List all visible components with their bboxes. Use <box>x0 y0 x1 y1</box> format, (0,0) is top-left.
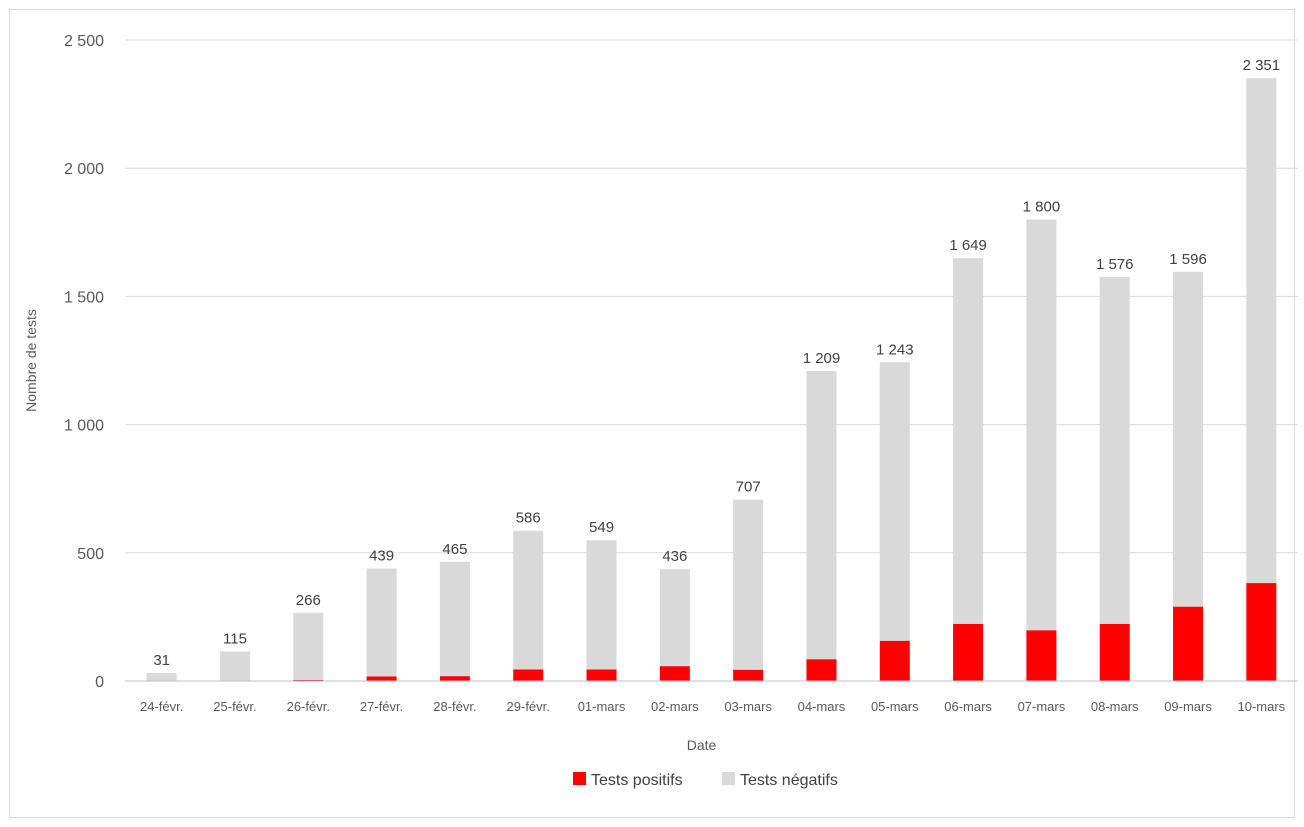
x-tick-label: 08-mars <box>1091 699 1139 714</box>
bar-negative <box>219 651 250 681</box>
y-tick-label: 2 500 <box>64 33 104 50</box>
bar-positive <box>879 640 910 681</box>
bar-total-label: 266 <box>296 592 321 609</box>
bar-negative <box>1099 276 1130 624</box>
legend-swatch-positive <box>573 772 586 785</box>
x-tick-label: 28-févr. <box>433 699 476 714</box>
x-tick-label: 06-mars <box>944 699 992 714</box>
x-tick-label: 25-févr. <box>213 699 256 714</box>
bar-negative <box>1026 219 1057 631</box>
data-labels: 31 115 266 439 465 586 549 436 707 1 209 1 243 1 64… <box>153 57 1280 669</box>
x-tick-label: 07-mars <box>1018 699 1066 714</box>
x-tick-label: 27-févr. <box>360 699 403 714</box>
bar-negative <box>146 673 177 681</box>
bar-total-label: 439 <box>369 547 394 564</box>
y-tick-label: 2 000 <box>64 161 104 178</box>
bar-positive <box>733 669 764 681</box>
x-axis-ticks: 24-févr. 25-févr. 26-févr. 27-févr. 28-févr.… <box>140 699 1286 714</box>
bar-total-label: 1 596 <box>1169 251 1207 268</box>
bar-total-label: 1 649 <box>949 237 987 254</box>
y-axis-ticks: 0 500 1 000 1 500 2 000 2 500 <box>64 33 104 691</box>
legend: Tests positifs Tests négatifs <box>573 772 838 789</box>
bar-negative <box>1246 78 1277 584</box>
bar-positive <box>659 666 690 681</box>
x-tick-label: 01-mars <box>578 699 626 714</box>
legend-swatch-negative <box>722 772 735 785</box>
bar-positive <box>293 679 324 681</box>
bar-positive <box>1173 606 1204 681</box>
bar-positive <box>806 659 837 681</box>
x-tick-label: 26-févr. <box>287 699 330 714</box>
bar-positive <box>953 623 984 681</box>
x-axis-title: Date <box>687 737 717 753</box>
bar-negative <box>806 371 837 660</box>
bar-total-label: 465 <box>442 541 467 558</box>
bar-total-label: 1 576 <box>1096 256 1134 273</box>
x-tick-label: 24-févr. <box>140 699 183 714</box>
bar-total-label: 2 351 <box>1243 57 1281 74</box>
bar-total-label: 549 <box>589 519 614 536</box>
bar-negative <box>586 540 617 670</box>
bar-total-label: 31 <box>153 652 170 669</box>
bar-total-label: 586 <box>516 510 541 527</box>
bar-positive <box>586 669 617 681</box>
bar-positive <box>366 676 397 681</box>
y-tick-label: 0 <box>95 674 104 691</box>
x-tick-label: 05-mars <box>871 699 919 714</box>
x-tick-label: 03-mars <box>724 699 772 714</box>
y-tick-label: 500 <box>77 546 104 563</box>
bar-positive <box>439 676 470 681</box>
bar-negative <box>1173 271 1204 607</box>
legend-label: Tests négatifs <box>740 772 838 789</box>
x-tick-label: 29-févr. <box>507 699 550 714</box>
bar-total-label: 707 <box>736 479 761 496</box>
bars <box>146 78 1277 681</box>
bar-total-label: 1 209 <box>803 350 841 367</box>
bar-positive <box>513 669 544 681</box>
bar-total-label: 1 243 <box>876 341 914 358</box>
bar-negative <box>293 612 324 680</box>
x-tick-label: 02-mars <box>651 699 699 714</box>
x-tick-label: 10-mars <box>1238 699 1286 714</box>
bar-positive <box>1099 623 1130 681</box>
bar-negative <box>733 499 764 670</box>
y-axis-title: Nombre de tests <box>23 309 39 412</box>
bar-positive <box>1246 583 1277 681</box>
bar-negative <box>879 362 910 641</box>
bar-negative <box>439 561 470 677</box>
legend-label: Tests positifs <box>591 772 683 789</box>
bar-total-label: 1 800 <box>1023 198 1061 215</box>
x-tick-label: 09-mars <box>1164 699 1212 714</box>
bar-negative <box>366 568 397 677</box>
bar-total-label: 115 <box>223 631 247 648</box>
bar-negative <box>513 530 544 670</box>
bar-negative <box>953 258 984 624</box>
bar-negative <box>659 569 690 667</box>
y-tick-label: 1 000 <box>64 418 104 435</box>
chart-frame <box>9 9 1295 818</box>
x-tick-label: 04-mars <box>798 699 846 714</box>
bar-total-label: 436 <box>662 548 687 565</box>
bar-positive <box>1026 630 1057 681</box>
y-tick-label: 1 500 <box>64 289 104 306</box>
